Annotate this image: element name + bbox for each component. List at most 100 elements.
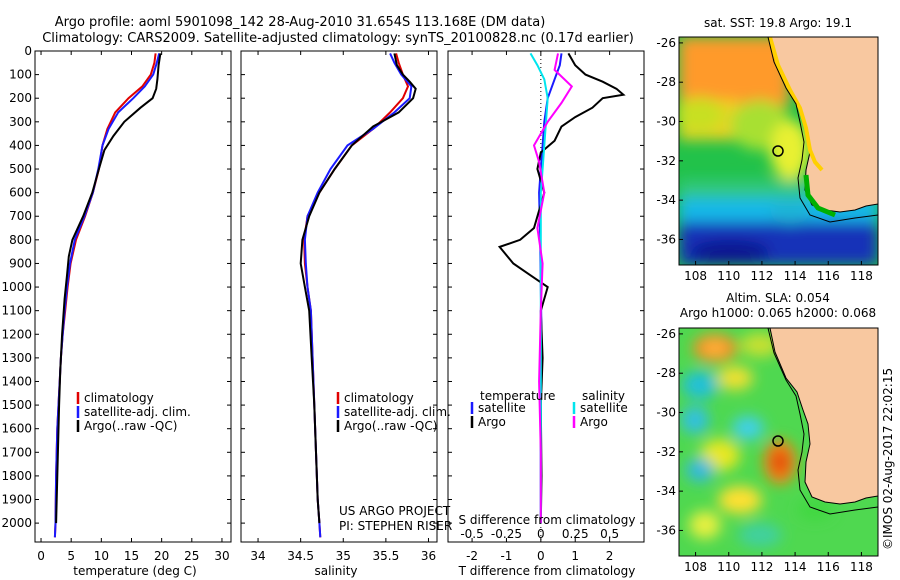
- s-tick-label: -0.25: [491, 527, 522, 541]
- temperature-line: [55, 53, 162, 524]
- imos-stamp: ©IMOS 02-Aug-2017 22:02:15: [881, 368, 895, 550]
- map-y-tick-label: -36: [656, 232, 676, 246]
- salinity-legend-item: satellite-adj. clim.: [344, 405, 451, 419]
- y-tick-label: 700: [9, 209, 32, 223]
- map-x-tick-label: 118: [850, 560, 873, 574]
- sal-diff-legend-title: salinity: [582, 389, 625, 403]
- y-tick-label: 1200: [1, 327, 32, 341]
- x-tick-label: 10: [94, 549, 109, 563]
- y-tick-label: 2000: [1, 516, 32, 530]
- map-y-tick-label: -30: [656, 406, 676, 420]
- y-tick-label: 1300: [1, 351, 32, 365]
- map-x-tick-label: 110: [717, 560, 740, 574]
- salinity-panel: 34 34.5 35 35.5 36 climatologysatellite-adj. …: [241, 50, 451, 563]
- x-tick-label: 1: [571, 549, 579, 563]
- pi-annotation: PI: STEPHEN RISER: [339, 519, 452, 533]
- sst-float-marker: [772, 145, 784, 157]
- map-x-tick-label: 114: [784, 269, 807, 283]
- map-x-tick-label: 112: [750, 560, 773, 574]
- salinity-legend-item: climatology: [344, 391, 414, 405]
- map-x-tick-label: 116: [817, 269, 840, 283]
- temp-diff-legend-item: Argo: [478, 415, 506, 429]
- difference-line: [497, 52, 626, 524]
- map-y-tick-label: -26: [656, 327, 676, 341]
- sla-map-title1: Altim. SLA: 0.054: [726, 291, 830, 305]
- map-x-tick-label: 108: [684, 560, 707, 574]
- x-tick-label: 34.5: [287, 549, 314, 563]
- y-tick-label: 600: [9, 186, 32, 200]
- difference-panel: -2 -1 0 1 2-0.5 -0.25 0 0.25 0.5satelliteArgotem…: [448, 50, 644, 563]
- x-tick-label: 0: [37, 549, 45, 563]
- s-tick-label: 0: [537, 527, 545, 541]
- y-tick-label: 0: [24, 44, 32, 58]
- y-tick-label: 1700: [1, 445, 32, 459]
- difference-xlabel: T difference from climatology: [458, 564, 636, 578]
- map-y-tick-label: -28: [656, 75, 676, 89]
- salinity-xlabel: salinity: [314, 564, 357, 578]
- x-tick-label: 34: [250, 549, 265, 563]
- s-tick-label: 0.5: [600, 527, 619, 541]
- salinity-line: [303, 53, 410, 538]
- map-y-tick-label: -32: [656, 154, 676, 168]
- temperature-line: [53, 53, 157, 538]
- x-tick-label: 30: [214, 549, 229, 563]
- y-tick-label: 1800: [1, 469, 32, 483]
- y-tick-label: 1000: [1, 280, 32, 294]
- project-annotation: US ARGO PROJECT: [339, 504, 451, 518]
- salinity-line: [299, 53, 417, 524]
- difference-xlabel-top: S difference from climatology: [459, 513, 636, 527]
- map-x-tick-label: 110: [717, 269, 740, 283]
- map-y-tick-label: -34: [656, 484, 676, 498]
- header-line1: Argo profile: aoml 5901098_142 28-Aug-20…: [55, 15, 546, 30]
- map-y-tick-label: -26: [656, 36, 676, 50]
- map-y-tick-label: -32: [656, 445, 676, 459]
- temp-diff-legend-item: satellite: [478, 401, 526, 415]
- difference-axes: [447, 50, 645, 543]
- y-tick-label: 100: [9, 68, 32, 82]
- temperature-legend-item: climatology: [84, 391, 154, 405]
- sla-map-title2: Argo h1000: 0.065 h2000: 0.068: [680, 306, 876, 320]
- y-tick-label: 300: [9, 115, 32, 129]
- x-tick-label: 35: [336, 549, 351, 563]
- x-tick-label: 15: [124, 549, 139, 563]
- x-tick-label: 36: [421, 549, 436, 563]
- map-y-tick-label: -36: [656, 523, 676, 537]
- salinity-line: [303, 52, 413, 538]
- temperature-legend-item: Argo(..raw -QC): [84, 419, 177, 433]
- map-y-tick-label: -28: [656, 366, 676, 380]
- salinity-legend-item: Argo(..raw -QC): [344, 419, 437, 433]
- sal-diff-legend-item: satellite: [580, 401, 628, 415]
- difference-line: [532, 53, 574, 524]
- temperature-xlabel: temperature (deg C): [73, 564, 196, 578]
- salinity-axes: [240, 50, 438, 543]
- map-y-tick-label: -30: [656, 115, 676, 129]
- x-tick-label: -1: [500, 549, 512, 563]
- sal-diff-legend-item: Argo: [580, 415, 608, 429]
- x-tick-label: 2: [606, 549, 614, 563]
- header-line2: Climatology: CARS2009. Satellite-adjuste…: [42, 31, 634, 46]
- x-tick-label: 0: [537, 549, 545, 563]
- y-tick-label: 200: [9, 91, 32, 105]
- map-x-tick-label: 116: [817, 560, 840, 574]
- temperature-line: [53, 53, 161, 538]
- temperature-panel: 0100200300400500600700800900100011001200…: [1, 44, 231, 563]
- sst-map: sat. SST: 19.8 Argo: 19.1 108 110 112 114 11…: [656, 16, 879, 283]
- y-tick-label: 800: [9, 233, 32, 247]
- s-tick-label: 0.25: [562, 527, 589, 541]
- temp-diff-legend-title: temperature: [480, 389, 555, 403]
- y-tick-label: 900: [9, 256, 32, 270]
- temperature-axes: [34, 50, 232, 543]
- x-tick-label: 35.5: [373, 549, 400, 563]
- y-tick-label: 1500: [1, 398, 32, 412]
- sst-map-title: sat. SST: 19.8 Argo: 19.1: [704, 16, 852, 30]
- y-tick-label: 500: [9, 162, 32, 176]
- temperature-legend-item: satellite-adj. clim.: [84, 405, 191, 419]
- y-tick-label: 400: [9, 138, 32, 152]
- map-x-tick-label: 114: [784, 560, 807, 574]
- y-tick-label: 1900: [1, 493, 32, 507]
- y-tick-label: 1600: [1, 422, 32, 436]
- map-x-tick-label: 118: [850, 269, 873, 283]
- x-tick-label: -2: [466, 549, 478, 563]
- map-x-tick-label: 108: [684, 269, 707, 283]
